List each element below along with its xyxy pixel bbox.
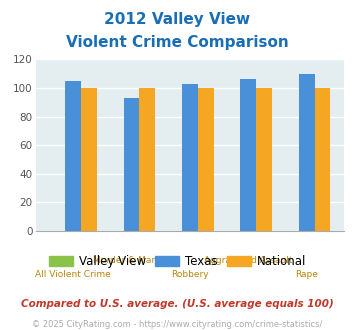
Bar bbox=[140, 88, 155, 231]
Text: All Violent Crime: All Violent Crime bbox=[35, 270, 111, 279]
Bar bbox=[124, 98, 140, 231]
Text: Compared to U.S. average. (U.S. average equals 100): Compared to U.S. average. (U.S. average … bbox=[21, 299, 334, 309]
Text: Murder & Mans...: Murder & Mans... bbox=[93, 256, 170, 265]
Bar bbox=[256, 88, 272, 231]
Legend: Valley View, Texas, National: Valley View, Texas, National bbox=[44, 250, 311, 273]
Bar bbox=[182, 84, 198, 231]
Text: Robbery: Robbery bbox=[171, 270, 209, 279]
Bar bbox=[299, 74, 315, 231]
Text: © 2025 CityRating.com - https://www.cityrating.com/crime-statistics/: © 2025 CityRating.com - https://www.city… bbox=[32, 320, 323, 329]
Bar bbox=[240, 80, 256, 231]
Bar bbox=[81, 88, 97, 231]
Text: 2012 Valley View: 2012 Valley View bbox=[104, 12, 251, 26]
Text: Rape: Rape bbox=[295, 270, 318, 279]
Bar bbox=[65, 81, 81, 231]
Text: Violent Crime Comparison: Violent Crime Comparison bbox=[66, 35, 289, 50]
Text: Aggravated Assault: Aggravated Assault bbox=[204, 256, 293, 265]
Bar bbox=[315, 88, 330, 231]
Bar bbox=[198, 88, 214, 231]
